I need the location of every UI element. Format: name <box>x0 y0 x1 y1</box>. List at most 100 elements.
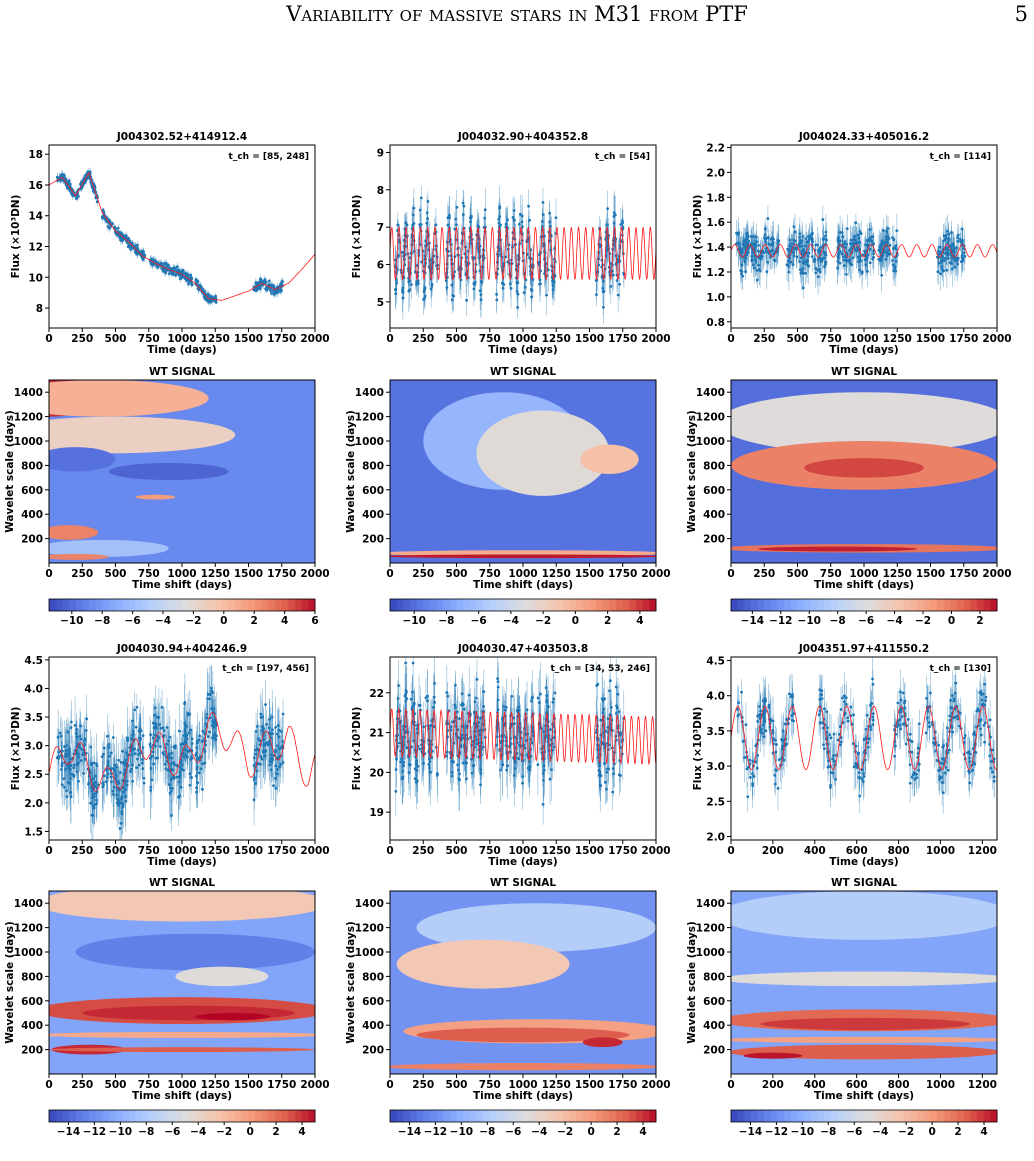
colorbar-segment <box>443 599 451 611</box>
colorbar-segment <box>423 599 431 611</box>
data-point <box>837 241 841 244</box>
x-tick-label: 250 <box>412 568 434 580</box>
colorbar-segment <box>864 599 872 611</box>
data-point <box>113 763 117 767</box>
data-point <box>845 227 849 230</box>
data-point <box>151 721 155 725</box>
x-tick-label: 1750 <box>608 333 637 345</box>
colorbar-segment <box>810 599 818 611</box>
data-point <box>168 266 171 270</box>
data-point <box>856 233 860 237</box>
data-point <box>516 292 520 296</box>
data-point <box>851 256 855 260</box>
data-point <box>115 232 118 236</box>
data-point <box>806 235 810 238</box>
colorbar-segment <box>602 599 610 611</box>
data-point <box>169 762 173 766</box>
colorbar-segment <box>396 599 404 611</box>
heatmap-contour <box>49 525 99 540</box>
data-point <box>816 275 820 279</box>
data-point <box>944 234 948 237</box>
data-point <box>745 231 749 235</box>
data-point <box>83 743 87 747</box>
colorbar-segment <box>582 599 590 611</box>
data-point <box>497 217 501 221</box>
panel-title: J004024.33+405016.2 <box>798 131 929 143</box>
data-point <box>124 788 128 792</box>
x-tick-label: 1750 <box>608 568 637 580</box>
data-point <box>740 248 744 252</box>
x-tick-label: 1500 <box>916 333 945 345</box>
data-point <box>771 236 774 240</box>
data-point <box>619 223 623 226</box>
colorbar-tick-label: −4 <box>503 615 519 627</box>
data-point <box>160 267 164 271</box>
data-point <box>963 254 967 258</box>
data-point <box>116 226 120 230</box>
x-tick-label: 2000 <box>641 568 670 580</box>
data-point <box>118 771 122 774</box>
colorbar-segment <box>744 599 752 611</box>
data-point <box>817 250 821 254</box>
data-point <box>804 244 808 248</box>
data-point <box>272 292 276 296</box>
data-point <box>184 732 188 736</box>
data-point <box>870 239 873 243</box>
data-point <box>419 196 423 200</box>
data-point <box>95 802 98 806</box>
data-point <box>817 256 821 260</box>
data-point <box>853 248 857 251</box>
colorbar-segment <box>777 599 785 611</box>
data-point <box>179 785 183 789</box>
colorbar-segment <box>241 599 249 611</box>
data-point <box>268 287 272 291</box>
data-point <box>133 708 137 712</box>
data-point <box>434 223 438 227</box>
colorbar-segment <box>844 599 852 611</box>
colorbar-segment <box>890 599 898 611</box>
y-tick-label: 1400 <box>355 387 384 399</box>
y-tick-label: 600 <box>703 485 725 497</box>
data-point <box>880 273 884 277</box>
x-tick-label: 1750 <box>267 333 296 345</box>
data-point <box>112 785 116 789</box>
data-point <box>211 299 215 303</box>
page-header-title: Variability of massive stars in M31 from… <box>286 2 748 26</box>
colorbar-tick-label: −10 <box>798 615 821 627</box>
data-point <box>175 775 179 779</box>
data-point <box>65 753 69 757</box>
y-tick-label: 12 <box>28 241 43 253</box>
data-point <box>612 215 616 218</box>
x-tick-label: 1000 <box>167 568 196 580</box>
tch-annotation: t_ch = [85, 248] <box>229 152 309 162</box>
data-point <box>498 205 502 209</box>
data-point <box>739 272 743 276</box>
data-point <box>445 275 449 279</box>
data-point <box>824 251 827 255</box>
data-point <box>76 194 80 198</box>
data-point <box>167 272 171 276</box>
data-point <box>64 767 68 771</box>
x-axis-label: Time (days) <box>829 344 898 356</box>
data-point <box>798 268 802 272</box>
colorbar-segment <box>850 599 858 611</box>
data-point <box>455 205 459 209</box>
chart-panel-6: t_ch = [197, 456]0 250 500 750 1000 1250 1500 1… <box>10 643 330 868</box>
data-point <box>877 248 881 252</box>
x-tick-label: 2000 <box>300 333 329 345</box>
data-point <box>455 223 458 227</box>
data-point <box>134 725 138 729</box>
data-point <box>141 734 145 738</box>
data-point <box>129 767 133 771</box>
data-point <box>168 735 172 739</box>
data-point <box>797 243 801 247</box>
colorbar-segment <box>255 599 263 611</box>
data-point <box>810 236 813 240</box>
colorbar-tick-label: −6 <box>471 615 487 627</box>
colorbar-tick-label: −8 <box>830 615 846 627</box>
heatmap-contour <box>390 554 656 559</box>
data-point <box>60 764 64 768</box>
data-point <box>777 239 781 243</box>
data-point <box>117 758 121 762</box>
